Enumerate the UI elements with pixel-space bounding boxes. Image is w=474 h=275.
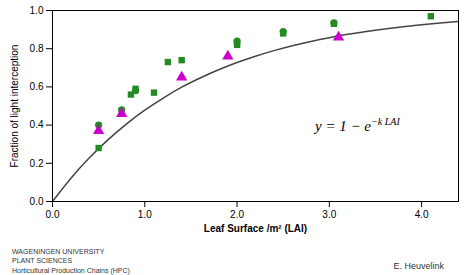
svg-text:0.6: 0.6 <box>30 81 44 92</box>
svg-text:2.0: 2.0 <box>230 209 244 220</box>
svg-text:0.2: 0.2 <box>30 158 44 169</box>
svg-text:y = 1 − e−k LAI: y = 1 − e−k LAI <box>313 117 400 135</box>
svg-text:0.0: 0.0 <box>46 209 60 220</box>
svg-text:1.0: 1.0 <box>138 209 152 220</box>
svg-text:1.0: 1.0 <box>30 5 44 16</box>
svg-text:0.4: 0.4 <box>30 119 44 130</box>
svg-text:Leaf Surface /m² (LAI): Leaf Surface /m² (LAI) <box>204 223 307 234</box>
svg-text:0.0: 0.0 <box>30 196 44 207</box>
svg-text:Fraction of light interception: Fraction of light interception <box>9 45 20 168</box>
svg-text:0.8: 0.8 <box>30 43 44 54</box>
svg-text:4.0: 4.0 <box>415 209 429 220</box>
svg-text:3.0: 3.0 <box>322 209 336 220</box>
html-text:WAGENINGEN UNIVERSITY PLANT SC: WAGENINGEN UNIVERSITY PLANT SCIENCES Hor… <box>12 247 130 274</box>
html-text:E. Heuvelink: E. Heuvelink <box>393 261 444 271</box>
